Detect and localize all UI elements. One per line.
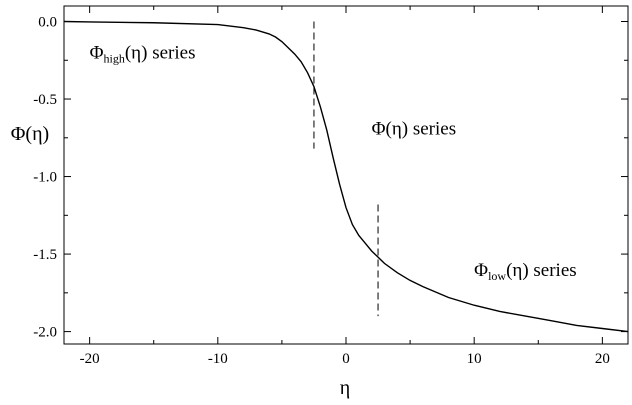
y-tick-label: -0.5 [33,92,57,108]
series-line [63,20,629,333]
x-tick-label: 20 [595,351,610,367]
boundary-markers [313,21,379,317]
x-tick-label: 10 [467,351,482,367]
y-tick-label: -1.0 [33,170,57,186]
series-annotation: Φ(η) series [372,119,457,140]
y-tick-label: 0.0 [38,15,57,31]
x-tick-labels: -20 -10 0 10 20 [80,351,610,367]
series-annotation: Φlow(η) series [474,260,577,283]
series-annotation: Φhigh(η) series [90,43,196,66]
y-tick-label: -2.0 [33,325,57,341]
x-tick-label: -20 [80,351,100,367]
y-tick-label: -1.5 [33,247,57,263]
x-axis-label: η [340,377,350,399]
x-ticks [89,6,603,344]
y-tick-labels: 0.0 -0.5 -1.0 -1.5 -2.0 [33,15,57,341]
annotations: Φhigh(η) series Φ(η) series Φlow(η) series [90,43,577,283]
x-tick-label: -10 [208,351,228,367]
y-ticks [64,21,628,333]
x-tick-label: 0 [342,351,350,367]
y-axis-label: Φ(η) [11,123,49,145]
